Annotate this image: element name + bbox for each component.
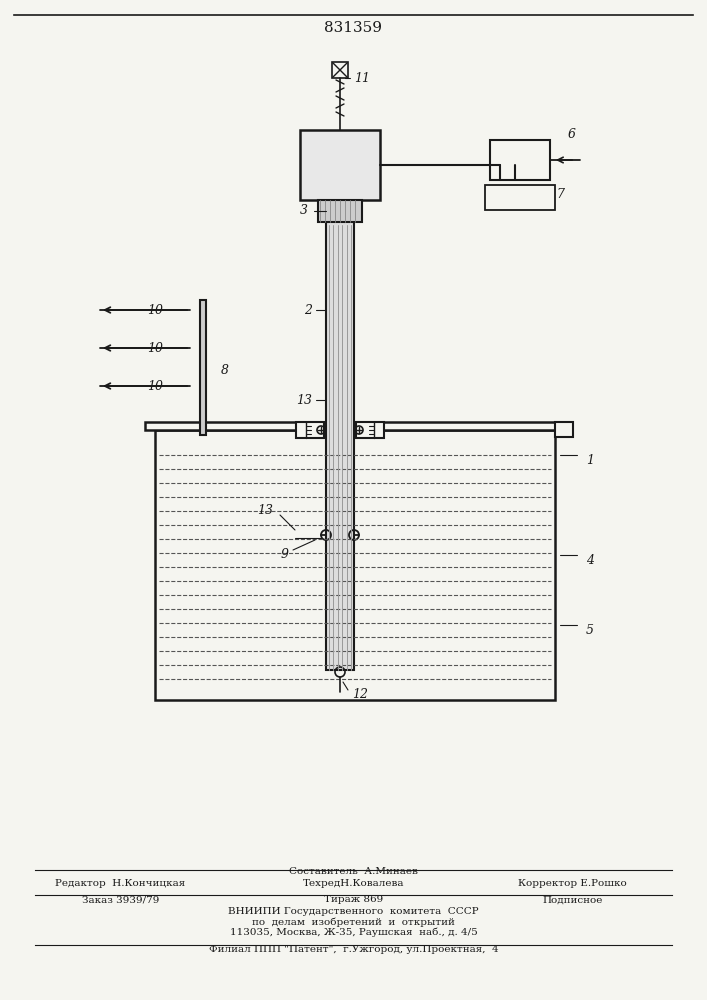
Bar — [485, 185, 555, 210]
Text: ВНИИПИ Государственного  комитета  СССР: ВНИИПИ Государственного комитета СССР — [228, 908, 479, 916]
Text: ТехредН.Ковалева: ТехредН.Ковалева — [303, 879, 404, 888]
Text: 9: 9 — [281, 548, 289, 562]
Text: Подписное: Подписное — [542, 896, 603, 904]
Text: 11: 11 — [354, 72, 370, 85]
Text: 10: 10 — [147, 342, 163, 355]
Text: 10: 10 — [147, 379, 163, 392]
Text: Корректор Е.Рошко: Корректор Е.Рошко — [518, 879, 627, 888]
Text: по  делам  изобретений  и  открытий: по делам изобретений и открытий — [252, 917, 455, 927]
Bar — [300, 130, 380, 200]
Bar — [326, 220, 354, 670]
Text: 13: 13 — [296, 393, 312, 406]
Text: 6: 6 — [568, 128, 576, 141]
Bar — [155, 430, 555, 700]
Bar — [200, 300, 206, 435]
Bar — [318, 200, 362, 222]
Text: 7: 7 — [556, 188, 564, 202]
Text: 113035, Москва, Ж-35, Раушская  наб., д. 4/5: 113035, Москва, Ж-35, Раушская наб., д. … — [230, 927, 477, 937]
Text: 2: 2 — [304, 304, 312, 316]
Text: 1: 1 — [586, 454, 594, 466]
Text: Редактор  Н.Кончицкая: Редактор Н.Кончицкая — [55, 879, 185, 888]
Bar — [555, 422, 573, 437]
Bar — [296, 422, 324, 438]
Text: Тираж 869: Тираж 869 — [324, 896, 383, 904]
Text: 8: 8 — [221, 363, 229, 376]
Text: 831359: 831359 — [324, 21, 382, 35]
Bar — [356, 422, 384, 438]
Text: Заказ 3939/79: Заказ 3939/79 — [81, 896, 159, 904]
Text: 5: 5 — [586, 624, 594, 637]
Text: 4: 4 — [586, 554, 594, 566]
Text: Составитель  А.Минаев: Составитель А.Минаев — [289, 867, 418, 876]
Text: 3: 3 — [300, 205, 308, 218]
Text: Филиал ППП "Патент",  г.Ужгород, ул.Проектная,  4: Филиал ППП "Патент", г.Ужгород, ул.Проек… — [209, 946, 498, 954]
Text: 10: 10 — [147, 304, 163, 316]
Bar — [490, 140, 550, 180]
Bar — [332, 62, 348, 78]
Text: 13: 13 — [257, 504, 273, 516]
Text: 12: 12 — [352, 688, 368, 700]
Bar — [145, 422, 565, 430]
